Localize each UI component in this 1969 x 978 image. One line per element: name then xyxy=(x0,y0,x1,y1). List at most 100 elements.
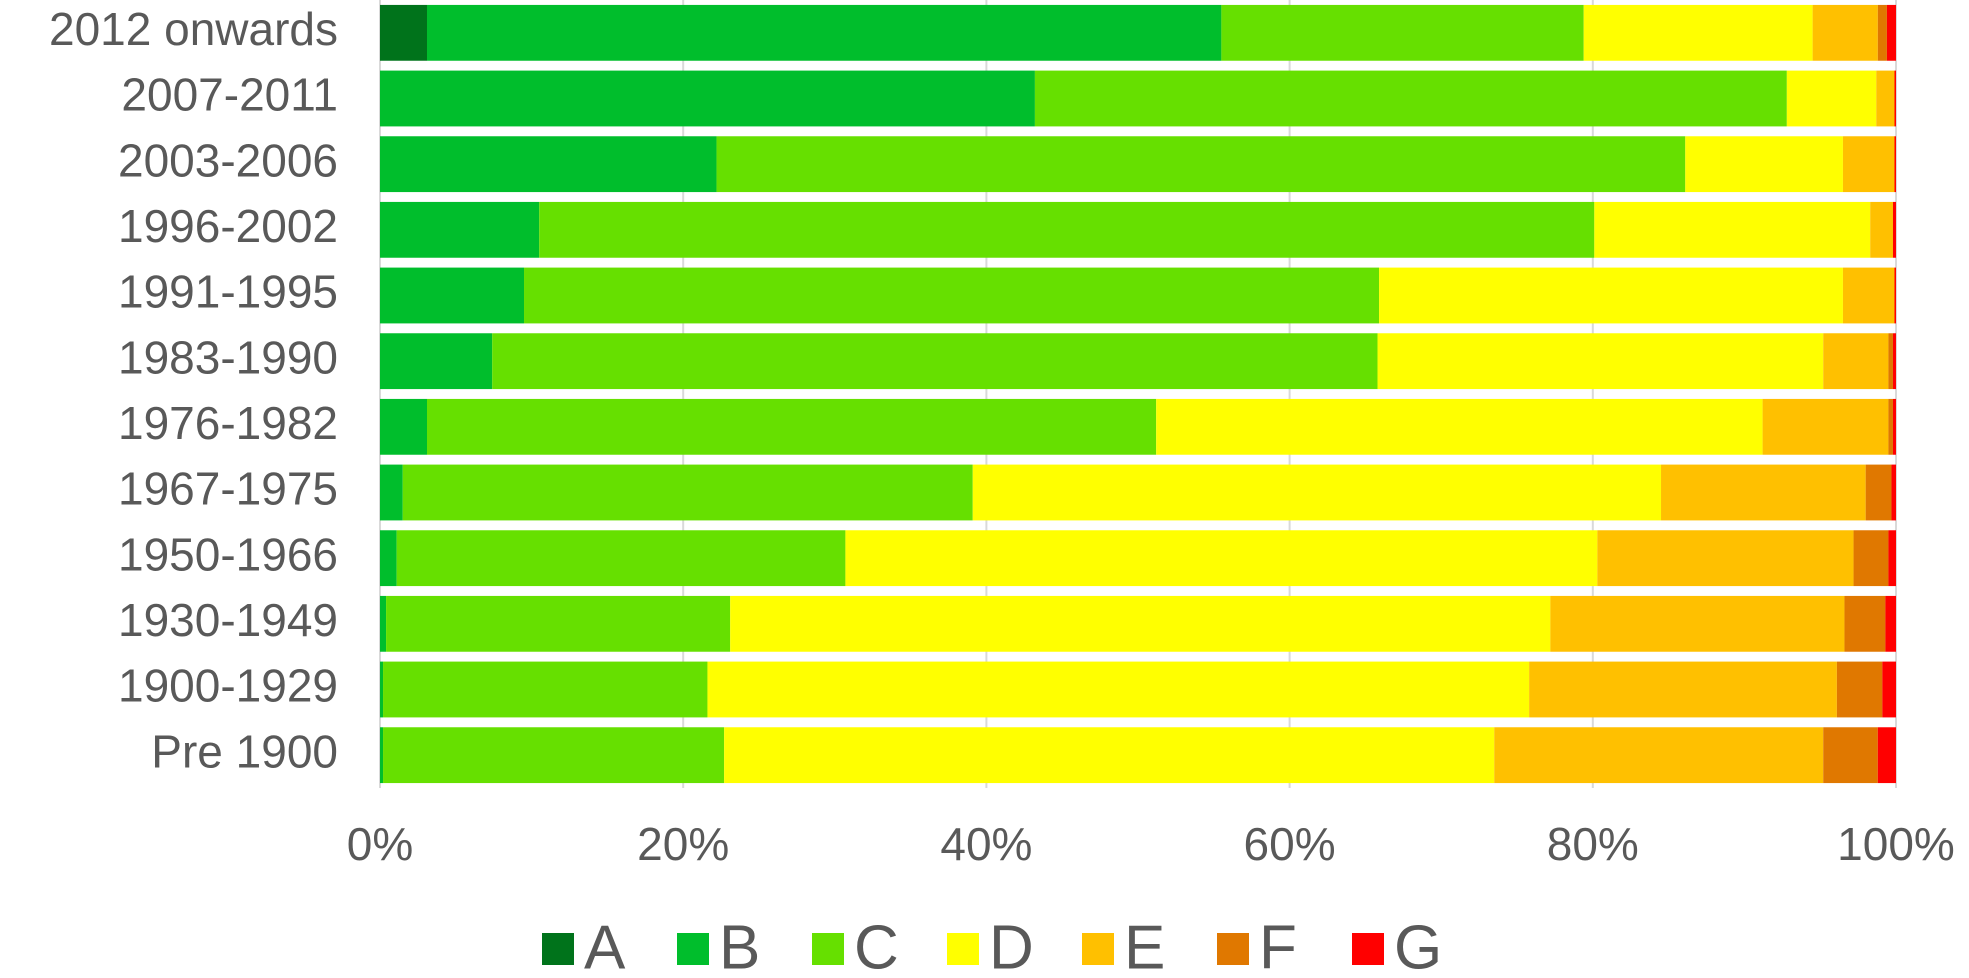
x-tick-label: 60% xyxy=(1244,818,1336,870)
bar-segment xyxy=(539,201,1595,258)
bar-segment xyxy=(426,4,1222,61)
bar-segment xyxy=(1685,136,1843,193)
legend-label: G xyxy=(1394,913,1442,973)
bar-segment xyxy=(1842,136,1895,193)
bar-segment xyxy=(1877,4,1887,61)
bar-segment xyxy=(1888,530,1896,587)
bar-segment xyxy=(1891,464,1896,521)
bar-segment xyxy=(524,267,1380,324)
bar-segment xyxy=(1853,530,1889,587)
y-tick-label: 2012 onwards xyxy=(49,3,338,55)
bar-segment xyxy=(724,727,1495,784)
legend-label: B xyxy=(719,913,760,973)
bar-segment xyxy=(1494,727,1824,784)
y-tick-label: 1950-1966 xyxy=(118,528,338,580)
bar-segment xyxy=(1885,595,1896,652)
bar-segment xyxy=(1865,464,1892,521)
y-tick-label: 2003-2006 xyxy=(118,134,338,186)
bar-segment xyxy=(380,530,397,587)
legend-swatch xyxy=(812,933,844,965)
bar-segment xyxy=(380,333,493,390)
bar-segment xyxy=(1888,333,1893,390)
bar-segment xyxy=(1894,136,1896,193)
bar-segment xyxy=(426,398,1157,455)
legend-swatch xyxy=(1082,933,1114,965)
legend-swatch xyxy=(1352,933,1384,965)
y-tick-label: 2007-2011 xyxy=(121,69,338,121)
bar-segment xyxy=(1550,595,1845,652)
y-tick-label: 1991-1995 xyxy=(118,266,338,318)
bar-segment xyxy=(380,595,387,652)
bar-segment xyxy=(380,661,384,718)
bar-segment xyxy=(1661,464,1866,521)
x-tick-label: 20% xyxy=(637,818,729,870)
y-tick-label: 1930-1949 xyxy=(118,594,338,646)
bar-segment xyxy=(1786,70,1877,127)
bar-segment xyxy=(1823,333,1889,390)
bar-segment xyxy=(1823,727,1878,784)
bar-segment xyxy=(1877,727,1896,784)
bar-segment xyxy=(1894,70,1896,127)
bar-segment xyxy=(380,464,403,521)
bar-segment xyxy=(383,727,725,784)
bar-segment xyxy=(1034,70,1787,127)
bar-segment xyxy=(383,661,708,718)
bar-segment xyxy=(716,136,1686,193)
bar-segment xyxy=(1583,4,1813,61)
bar-segment xyxy=(380,398,427,455)
bar-segment xyxy=(845,530,1598,587)
bar-segment xyxy=(730,595,1551,652)
bar-segment xyxy=(380,201,540,258)
bar-segment xyxy=(1597,530,1854,587)
bar-segment xyxy=(1894,267,1896,324)
bar-segment xyxy=(1762,398,1889,455)
legend-swatch xyxy=(677,933,709,965)
bar-segment xyxy=(1221,4,1584,61)
bar-segment xyxy=(1892,201,1896,258)
legend-label: F xyxy=(1259,913,1297,973)
legend-swatch xyxy=(542,933,574,965)
bar-segment xyxy=(1594,201,1871,258)
bar-segment xyxy=(1836,661,1883,718)
y-tick-label: 1967-1975 xyxy=(118,463,338,515)
x-tick-label: 80% xyxy=(1547,818,1639,870)
bar-segment xyxy=(1892,333,1896,390)
bar-segment xyxy=(1870,201,1893,258)
bar-segment xyxy=(402,464,973,521)
bar-segment xyxy=(1812,4,1878,61)
bar-segment xyxy=(1156,398,1763,455)
bar-segment xyxy=(1892,398,1896,455)
legend-swatch xyxy=(947,933,979,965)
bar-segment xyxy=(380,70,1035,127)
legend-label: E xyxy=(1124,913,1165,973)
bar-segment xyxy=(707,661,1530,718)
legend-label: A xyxy=(584,913,626,973)
bar-segment xyxy=(1888,398,1893,455)
y-tick-label: 1976-1982 xyxy=(118,397,338,449)
bar-segment xyxy=(380,136,717,193)
y-tick-label: Pre 1900 xyxy=(151,725,338,777)
bar-segment xyxy=(386,595,731,652)
bar-segment xyxy=(380,727,384,784)
bar-segment xyxy=(492,333,1378,390)
bar-segment xyxy=(1842,267,1895,324)
bar-segment xyxy=(972,464,1662,521)
bar-segment xyxy=(1379,267,1843,324)
bar-segment xyxy=(380,267,525,324)
bar-segment xyxy=(1882,661,1896,718)
bar-segment xyxy=(1876,70,1895,127)
y-tick-label: 1996-2002 xyxy=(118,200,338,252)
legend-label: D xyxy=(989,913,1034,973)
x-tick-label: 0% xyxy=(347,818,413,870)
bar-segment xyxy=(1844,595,1886,652)
y-tick-label: 1900-1929 xyxy=(118,660,338,712)
x-tick-label: 100% xyxy=(1837,818,1955,870)
bar-segment xyxy=(380,4,427,61)
bar-segment xyxy=(1886,4,1896,61)
x-tick-label: 40% xyxy=(940,818,1032,870)
bar-segment xyxy=(396,530,846,587)
legend-label: C xyxy=(854,913,899,973)
legend-swatch xyxy=(1217,933,1249,965)
bar-segment xyxy=(1529,661,1837,718)
